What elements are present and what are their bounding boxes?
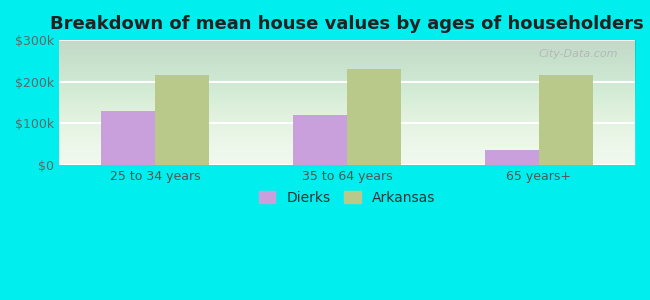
- Bar: [293, 115, 347, 165]
- Title: Breakdown of mean house values by ages of householders: Breakdown of mean house values by ages o…: [50, 15, 644, 33]
- Bar: [539, 76, 593, 165]
- Bar: [155, 76, 209, 165]
- Bar: [347, 69, 401, 165]
- Legend: Dierks, Arkansas: Dierks, Arkansas: [253, 185, 441, 210]
- Text: City-Data.com: City-Data.com: [538, 49, 617, 59]
- Bar: [486, 150, 539, 165]
- Bar: [101, 111, 155, 165]
